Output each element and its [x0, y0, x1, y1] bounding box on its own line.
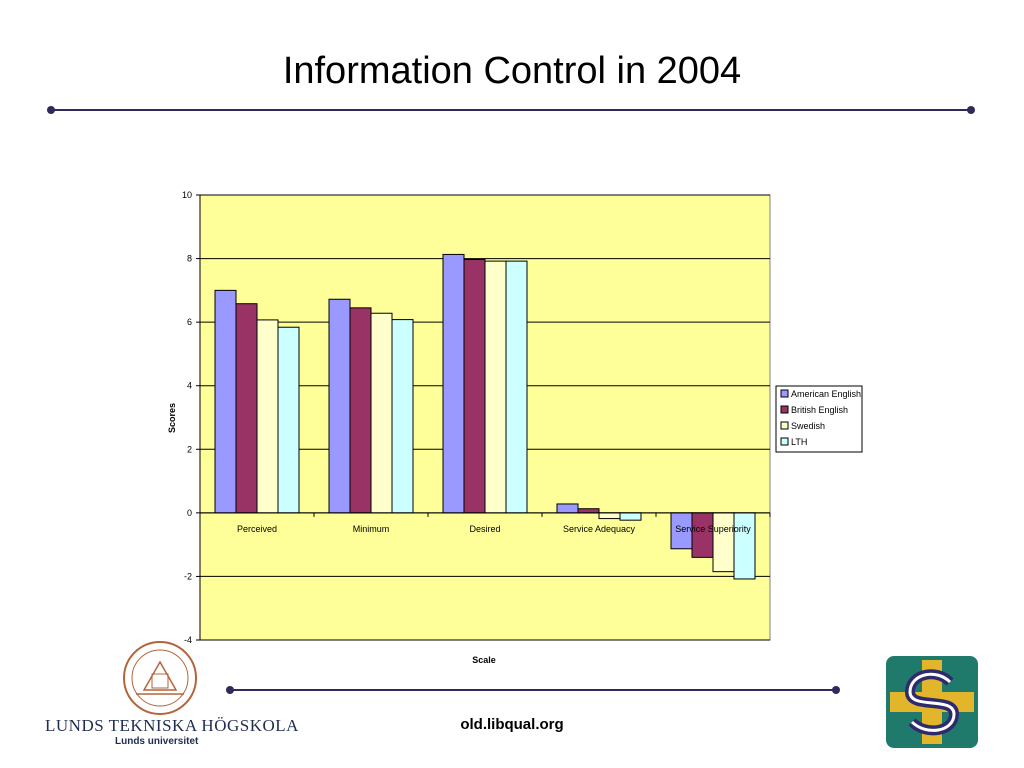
legend-swatch [780, 437, 789, 446]
bar [733, 512, 756, 580]
y-tick-label: 6 [187, 317, 192, 327]
bar [691, 512, 714, 558]
bottom-rule-right-dot [832, 686, 840, 694]
bar [556, 503, 579, 514]
y-tick-label: 10 [182, 190, 192, 200]
bar [505, 260, 528, 514]
bar [214, 289, 237, 514]
legend [775, 385, 863, 453]
x-axis-title: Scale [472, 655, 496, 665]
bar [391, 319, 414, 514]
legend-label: American English [791, 389, 861, 399]
bar [349, 307, 372, 514]
bar [484, 260, 507, 514]
y-tick-label: -4 [184, 635, 192, 645]
legend-label: British English [791, 405, 848, 415]
university-seal-icon [123, 641, 197, 715]
bar [442, 253, 465, 514]
y-tick-label: -2 [184, 571, 192, 581]
footer-url[interactable]: old.libqual.org [460, 716, 564, 733]
y-tick-label: 8 [187, 254, 192, 264]
y-tick-label: 0 [187, 508, 192, 518]
bottom-rule [232, 689, 836, 691]
y-axis-title: Scores [167, 403, 177, 433]
bar [370, 312, 393, 514]
legend-label: LTH [791, 437, 807, 447]
x-tick-label: Desired [469, 524, 500, 534]
bar [619, 512, 642, 521]
bar [463, 259, 486, 514]
slide-title: Information Control in 2004 [282, 50, 742, 92]
bar [235, 303, 258, 514]
top-rule-right-dot [967, 106, 975, 114]
bar [598, 512, 621, 520]
top-rule-left-dot [47, 106, 55, 114]
bottom-rule-left-dot [226, 686, 234, 694]
bar [277, 326, 300, 514]
y-tick-label: 4 [187, 381, 192, 391]
legend-swatch [780, 421, 789, 430]
institution-subtitle: Lunds universitet [115, 736, 199, 747]
legend-swatch [780, 389, 789, 398]
institution-name: Lunds Tekniska Högskola [45, 716, 299, 735]
x-tick-label: Perceived [237, 524, 277, 534]
x-tick-label: Service Adequacy [563, 524, 636, 534]
libqual-logo-icon [886, 656, 978, 748]
bar-chart: 10 8 6 4 2 0 -2 -4 Perceived Minimum Desired Servic… [167, 190, 863, 665]
bar [328, 298, 351, 514]
bar [256, 319, 279, 514]
legend-swatch [780, 405, 789, 414]
x-tick-label: Service Superiority [675, 524, 751, 534]
y-tick-label: 2 [187, 444, 192, 454]
x-tick-label: Minimum [353, 524, 390, 534]
bar [577, 508, 600, 514]
top-rule [52, 109, 972, 111]
legend-label: Swedish [791, 421, 825, 431]
bar [712, 512, 735, 573]
